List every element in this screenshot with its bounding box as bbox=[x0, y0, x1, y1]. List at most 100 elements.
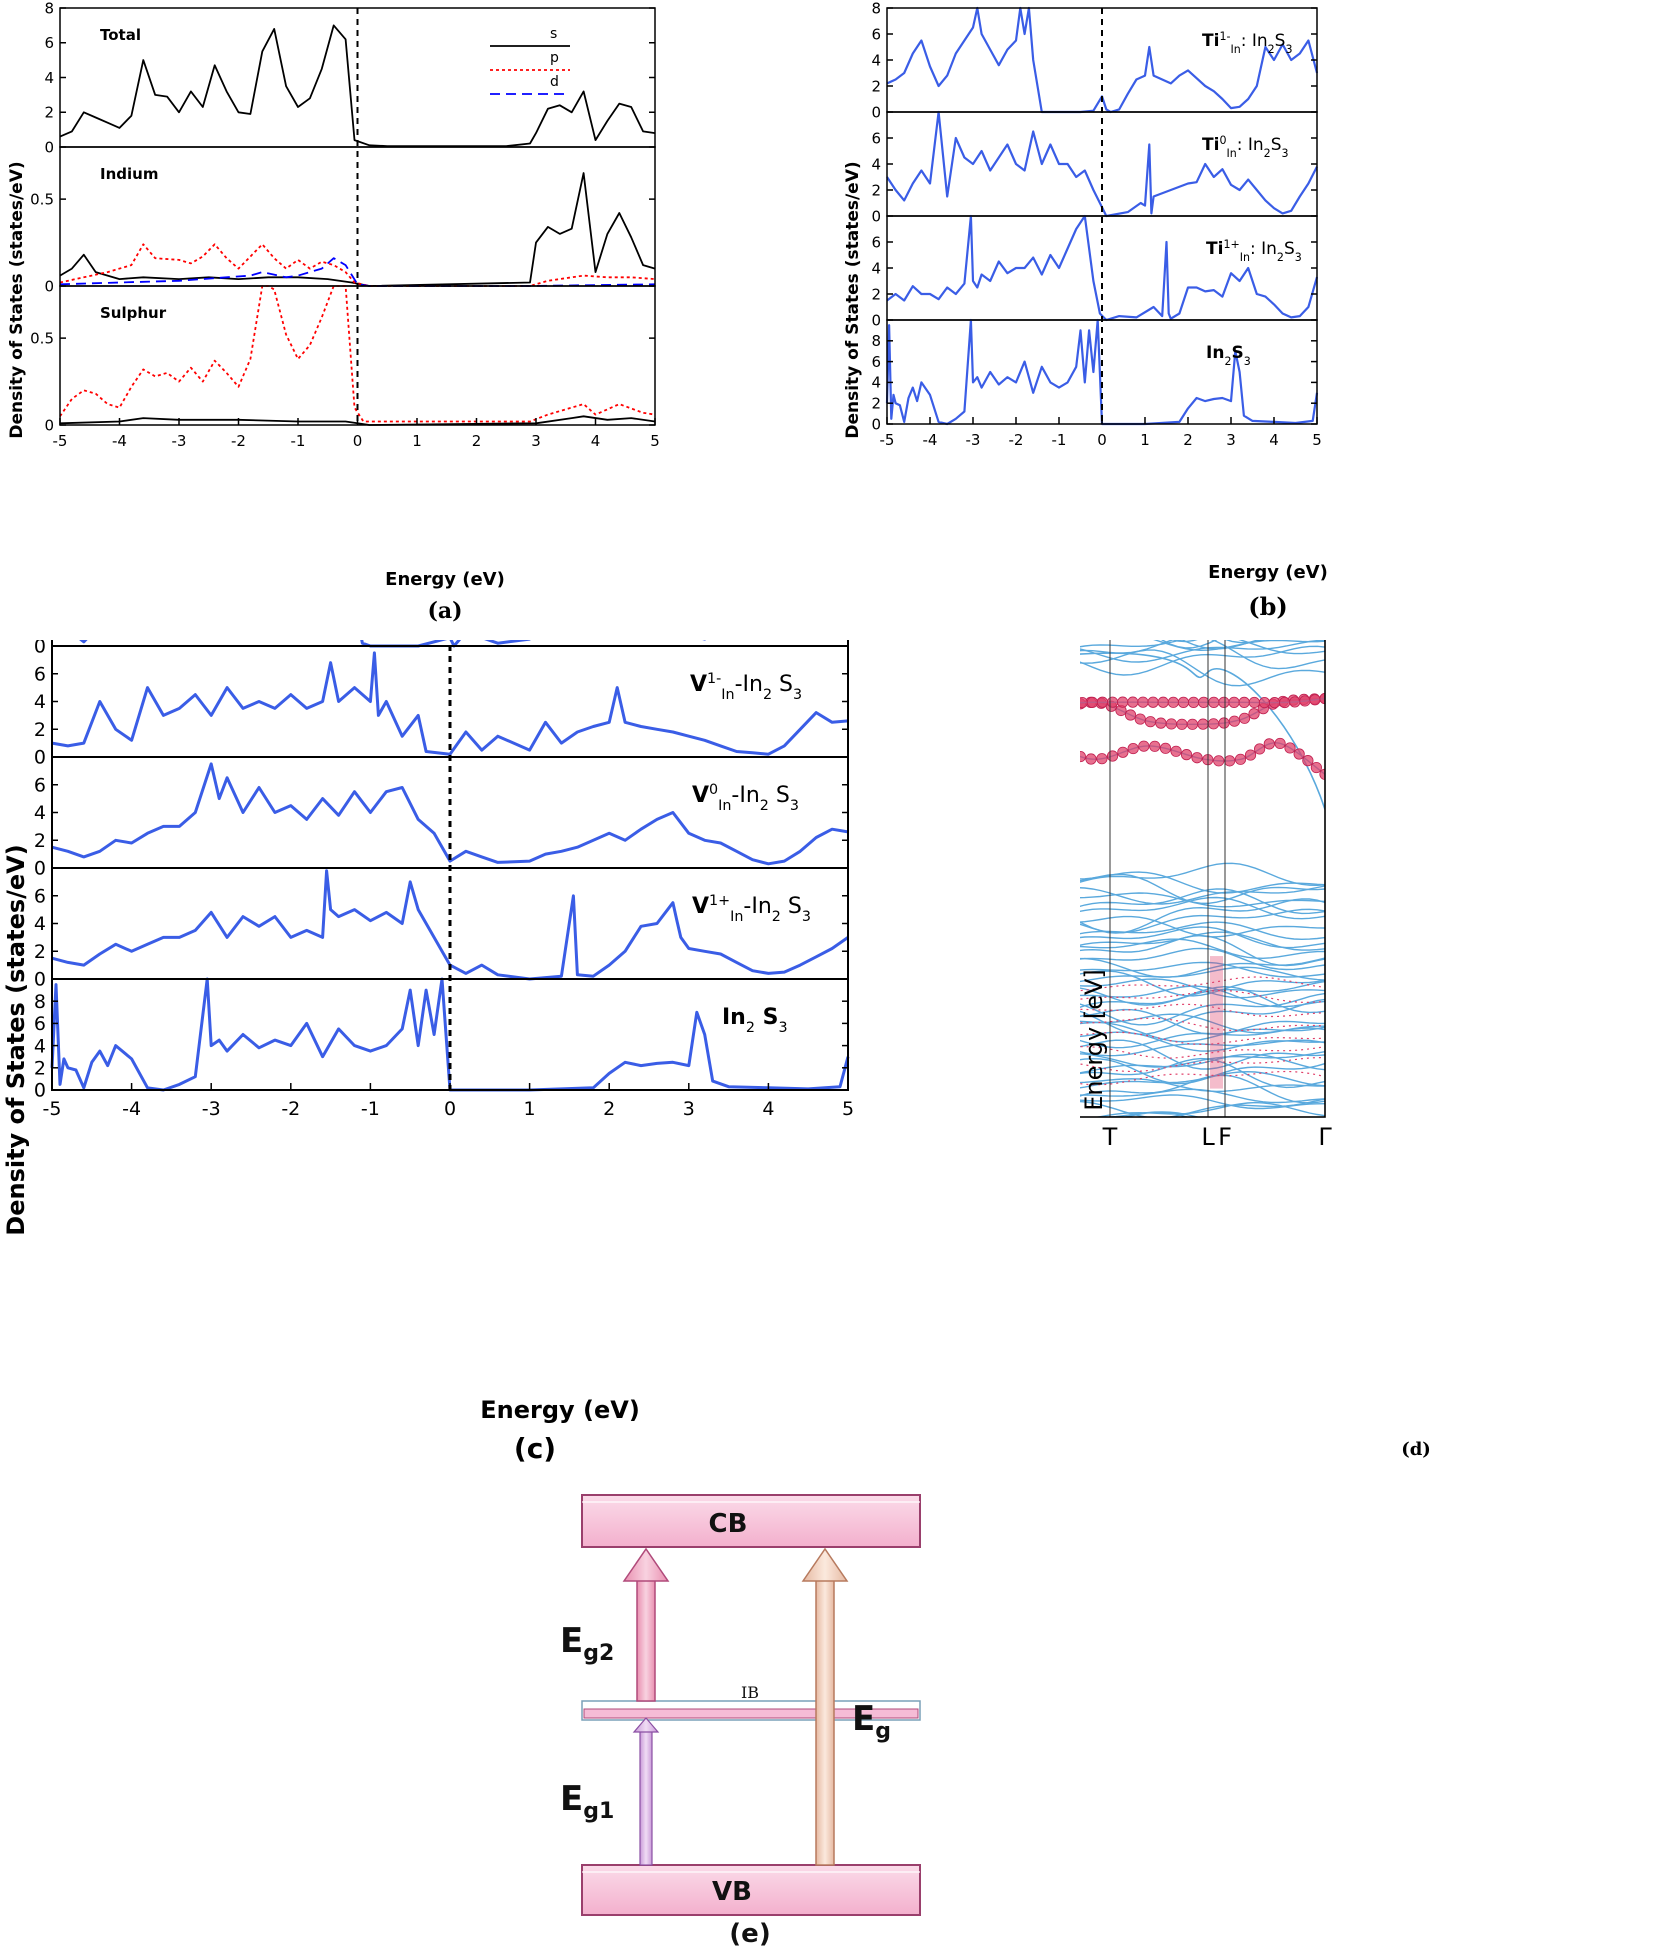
legend-label-p: p bbox=[550, 50, 559, 66]
ti-state-dot bbox=[1187, 696, 1200, 708]
ytick-label: 0 bbox=[871, 311, 881, 329]
ti-state-dot bbox=[1134, 713, 1146, 725]
panel-a-caption: (a) bbox=[427, 598, 462, 624]
panel-a-xlabel: Energy (eV) bbox=[385, 569, 505, 590]
xtick-label: 1 bbox=[524, 1098, 536, 1120]
cb-band bbox=[581, 1494, 921, 1548]
dos-curve-b-1-dos bbox=[886, 6, 1319, 114]
ytick-label: 0.5 bbox=[30, 329, 54, 347]
ti-state-dot bbox=[1086, 696, 1098, 708]
ti-state-dot bbox=[1170, 745, 1182, 757]
band-frame bbox=[1080, 640, 1326, 1118]
xtick-label: 0 bbox=[1097, 431, 1107, 449]
ytick-label: 0 bbox=[871, 415, 881, 433]
xtick-label: -2 bbox=[281, 1098, 300, 1120]
valence-band bbox=[1080, 1088, 1325, 1104]
ti-state-dot bbox=[1144, 716, 1157, 728]
vb-band bbox=[581, 1864, 921, 1916]
xtick-label: 4 bbox=[1269, 431, 1279, 449]
ti-dotted-band bbox=[1080, 1003, 1325, 1018]
panel-b-xlabel: Energy (eV) bbox=[1208, 562, 1328, 583]
valence-band bbox=[1080, 1053, 1325, 1074]
xtick-label: 4 bbox=[591, 432, 601, 450]
xtick-label: -2 bbox=[1009, 431, 1024, 449]
panel-c-caption: (c) bbox=[514, 1432, 556, 1465]
panel-e-caption: (e) bbox=[729, 1919, 770, 1947]
xtick-label: -4 bbox=[122, 1098, 141, 1120]
panel-b-ylabel: Density of States (states/eV) bbox=[843, 161, 863, 438]
panel-b-caption: (b) bbox=[1248, 592, 1288, 621]
eg1-label: Eg1 bbox=[560, 1779, 614, 1824]
ytick-label: 0 bbox=[44, 138, 54, 156]
valence-band bbox=[1080, 947, 1325, 971]
ytick-label: 4 bbox=[871, 259, 881, 277]
ti-state-dot bbox=[1106, 696, 1119, 708]
ytick-label: 2 bbox=[871, 77, 881, 95]
ti-state-dot bbox=[1309, 694, 1321, 706]
ytick-label: 6 bbox=[44, 34, 54, 52]
ti-state-dot bbox=[1218, 717, 1230, 729]
panel-c-xlabel: Energy (eV) bbox=[480, 1396, 640, 1424]
eg2-label: Eg2 bbox=[560, 1621, 614, 1666]
panel-e: CB VB IB Eg2 Eg1 Eg (e) bbox=[560, 1494, 921, 1947]
band-structure-bands bbox=[1080, 640, 1325, 1117]
subplot-label: V1-In-In2 S3 bbox=[690, 671, 802, 703]
ti-state-dot bbox=[1248, 708, 1260, 720]
ti-state-dot bbox=[1244, 749, 1257, 761]
ytick-label: 0 bbox=[34, 640, 46, 658]
ti-state-dot bbox=[1137, 696, 1149, 708]
ytick-label: 8 bbox=[871, 332, 881, 350]
ytick-label: 8 bbox=[44, 0, 54, 17]
xtick-label: -1 bbox=[1052, 431, 1067, 449]
ytick-label: 4 bbox=[871, 155, 881, 173]
ytick-label: 2 bbox=[34, 1057, 46, 1079]
ytick-label: 2 bbox=[34, 719, 46, 741]
valence-band bbox=[1080, 985, 1325, 1014]
ti-state-dot bbox=[1213, 755, 1225, 767]
xtick-label: 1 bbox=[1140, 431, 1150, 449]
ti-state-dot bbox=[1117, 696, 1129, 708]
valence-band bbox=[1080, 1057, 1325, 1089]
xtick-label: 2 bbox=[1183, 431, 1193, 449]
ti-dotted-band bbox=[1080, 1017, 1325, 1032]
xtick-label: 5 bbox=[650, 432, 660, 450]
valence-band bbox=[1080, 888, 1325, 915]
ti-state-dot bbox=[1096, 753, 1108, 765]
ytick-label: 0 bbox=[34, 1080, 46, 1102]
valence-band bbox=[1094, 1101, 1325, 1117]
ti-state-dot bbox=[1138, 740, 1150, 752]
dos-curve-c-2-dos bbox=[51, 651, 849, 756]
ti-state-dot bbox=[1096, 696, 1109, 708]
ti-state-dot bbox=[1127, 696, 1139, 708]
ytick-label: 0.5 bbox=[30, 190, 54, 208]
ti-state-dot bbox=[1085, 753, 1097, 765]
eg1-arrow bbox=[632, 1717, 660, 1866]
kpoint-label: Γ bbox=[1318, 1123, 1332, 1151]
ytick-label: 6 bbox=[871, 25, 881, 43]
ytick-label: 0 bbox=[34, 858, 46, 880]
ti-state-dot bbox=[1238, 712, 1251, 724]
ti-state-dot bbox=[1198, 696, 1210, 708]
ti-state-dot bbox=[1254, 743, 1266, 755]
ytick-label: 2 bbox=[871, 181, 881, 199]
ytick-label: 2 bbox=[871, 394, 881, 412]
ytick-label: 0 bbox=[34, 747, 46, 769]
valence-band bbox=[1080, 908, 1325, 934]
dos-curve-a-1-s bbox=[59, 24, 656, 148]
dos-curve-b-4-dos bbox=[885, 318, 1319, 426]
valence-band bbox=[1080, 1070, 1325, 1089]
ti-state-dot bbox=[1207, 718, 1220, 730]
ytick-label: 2 bbox=[44, 104, 54, 122]
ytick-label: 0 bbox=[871, 103, 881, 121]
ti-state-dot bbox=[1274, 737, 1286, 750]
dos-curve-c-4-dos bbox=[51, 869, 849, 981]
xtick-label: -3 bbox=[172, 432, 187, 450]
ytick-label: 6 bbox=[34, 774, 46, 796]
ti-dotted-band bbox=[1080, 1031, 1325, 1046]
xtick-label: -2 bbox=[231, 432, 246, 450]
ti-lf-highlight bbox=[1210, 956, 1223, 1089]
subplot-label: V0In-In2 S3 bbox=[692, 782, 799, 814]
xtick-label: -1 bbox=[291, 432, 306, 450]
valence-band bbox=[1080, 896, 1325, 920]
subplot-label: Ti1-In: In2S3 bbox=[1202, 30, 1293, 56]
